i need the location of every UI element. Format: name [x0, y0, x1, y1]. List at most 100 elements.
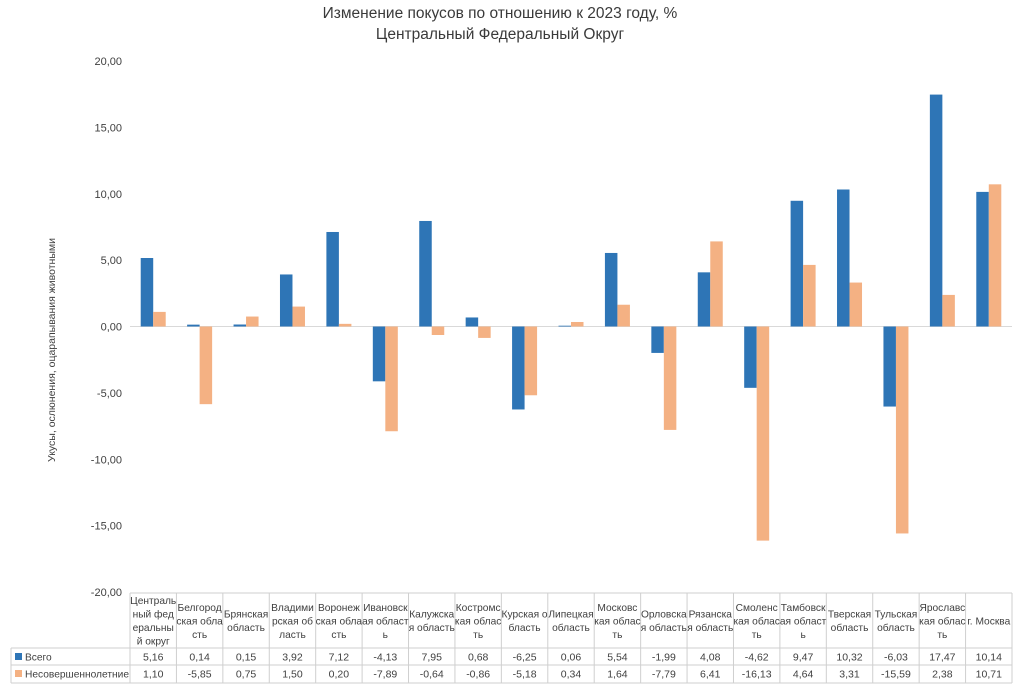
bar-minors [478, 326, 491, 338]
bar-total [976, 191, 989, 327]
data-label: -7,89 [373, 669, 397, 681]
data-label: -1,99 [652, 652, 676, 664]
y-tick-label: -10,00 [91, 454, 122, 466]
category-label: Тверская область [828, 610, 871, 635]
bar-total [929, 94, 943, 327]
data-label: -16,13 [742, 669, 772, 681]
bar-minors [988, 184, 1002, 327]
data-label: -0,86 [466, 669, 490, 681]
data-label: 7,12 [329, 652, 350, 664]
category-label: Курская о бласть [502, 610, 548, 635]
bar-minors [895, 326, 909, 534]
bar-total [790, 200, 804, 327]
bar-minors [663, 326, 677, 430]
bar-minors [942, 294, 955, 327]
category-label: Централь ный фед еральны й округ [130, 596, 176, 648]
category-label: Московс кая облас ть [594, 603, 640, 641]
legend-key-minors [15, 670, 22, 677]
data-label: 4,64 [793, 669, 814, 681]
data-label: -4,13 [373, 652, 397, 664]
category-label: г. Москва [967, 616, 1010, 627]
bar-minors [199, 326, 213, 405]
bar-total [558, 325, 571, 327]
data-label: -7,79 [652, 669, 676, 681]
legend-label: Всего [25, 653, 52, 664]
y-tick-label: 20,00 [94, 56, 122, 68]
data-label: 0,14 [189, 652, 210, 664]
category-label: Ярославс кая облас ть [919, 603, 965, 641]
category-label: Брянская область [224, 610, 268, 635]
data-label: 3,31 [839, 669, 860, 681]
bar-minors [617, 304, 630, 327]
data-label: 0,20 [329, 669, 350, 681]
bar-total [326, 231, 339, 327]
bar-total [604, 252, 618, 327]
bar-total [465, 317, 479, 327]
chart-subtitle: Центральный Федеральный Округ [375, 26, 625, 43]
data-label: 10,14 [976, 652, 1002, 664]
data-label: 10,71 [976, 669, 1002, 681]
data-label: 17,47 [929, 652, 955, 664]
y-tick-label: -5,00 [97, 388, 122, 400]
bar-minors [849, 282, 863, 327]
data-label: 1,64 [607, 669, 628, 681]
bar-total [744, 326, 757, 388]
category-label: Костромс кая облас ть [455, 603, 501, 641]
data-label: 7,95 [422, 652, 443, 664]
data-label: 6,41 [700, 669, 721, 681]
bar-minors [292, 306, 305, 327]
category-label: Рязанска я область [687, 610, 733, 635]
bar-total [837, 189, 850, 327]
data-label: -5,85 [188, 669, 212, 681]
bar-total [187, 324, 200, 327]
data-label: 0,06 [561, 652, 582, 664]
bar-minors [524, 326, 538, 396]
bar-minors [571, 321, 584, 327]
y-tick-label: 10,00 [94, 189, 122, 201]
y-tick-label: 0,00 [101, 322, 122, 334]
data-label: 1,10 [143, 669, 164, 681]
data-label: 0,68 [468, 652, 489, 664]
y-tick-label: -20,00 [91, 587, 122, 599]
bar-minors [338, 323, 352, 327]
bar-minors [710, 241, 723, 327]
category-label: Калужска я область [409, 610, 455, 635]
y-axis-title: Укусы, ослюнения, оцарапывания животными [46, 238, 58, 462]
data-label: 0,34 [561, 669, 582, 681]
data-label: -6,25 [513, 652, 537, 664]
bar-minors [385, 326, 398, 432]
category-label: Ивановск ая област ь [362, 603, 409, 641]
data-label: 0,15 [236, 652, 257, 664]
legend-label: Несовершеннолетние [25, 670, 129, 681]
category-label: Воронеж ская обла сть [316, 603, 363, 641]
category-label: Тульская область [875, 610, 918, 635]
bar-total [140, 258, 154, 327]
legend-key-total [15, 653, 22, 660]
data-label: -0,64 [420, 669, 444, 681]
data-label: 10,32 [836, 652, 862, 664]
data-label: 9,47 [793, 652, 814, 664]
bar-total [372, 326, 386, 382]
bar-total [512, 326, 525, 410]
data-label: -5,18 [513, 669, 537, 681]
bar-total [419, 220, 432, 327]
data-label: 5,54 [607, 652, 628, 664]
data-label: 4,08 [700, 652, 721, 664]
bar-total [697, 272, 711, 327]
chart-title: Изменение покусов по отношению к 2023 го… [322, 5, 678, 22]
data-label: 0,75 [236, 669, 257, 681]
bar-total [883, 326, 896, 407]
data-label: 5,16 [143, 652, 164, 664]
category-label: Тамбовск ая област ь [780, 602, 827, 641]
category-label: Липецкая область [548, 610, 593, 635]
y-tick-label: 5,00 [101, 255, 122, 267]
data-label: -4,62 [745, 652, 769, 664]
data-label: 3,92 [282, 652, 303, 664]
bar-total [651, 326, 664, 353]
bar-minors [803, 264, 816, 327]
y-tick-label: 15,00 [94, 122, 122, 134]
data-label: -6,03 [884, 652, 908, 664]
y-tick-label: -15,00 [91, 521, 122, 533]
bar-minors [246, 316, 259, 327]
